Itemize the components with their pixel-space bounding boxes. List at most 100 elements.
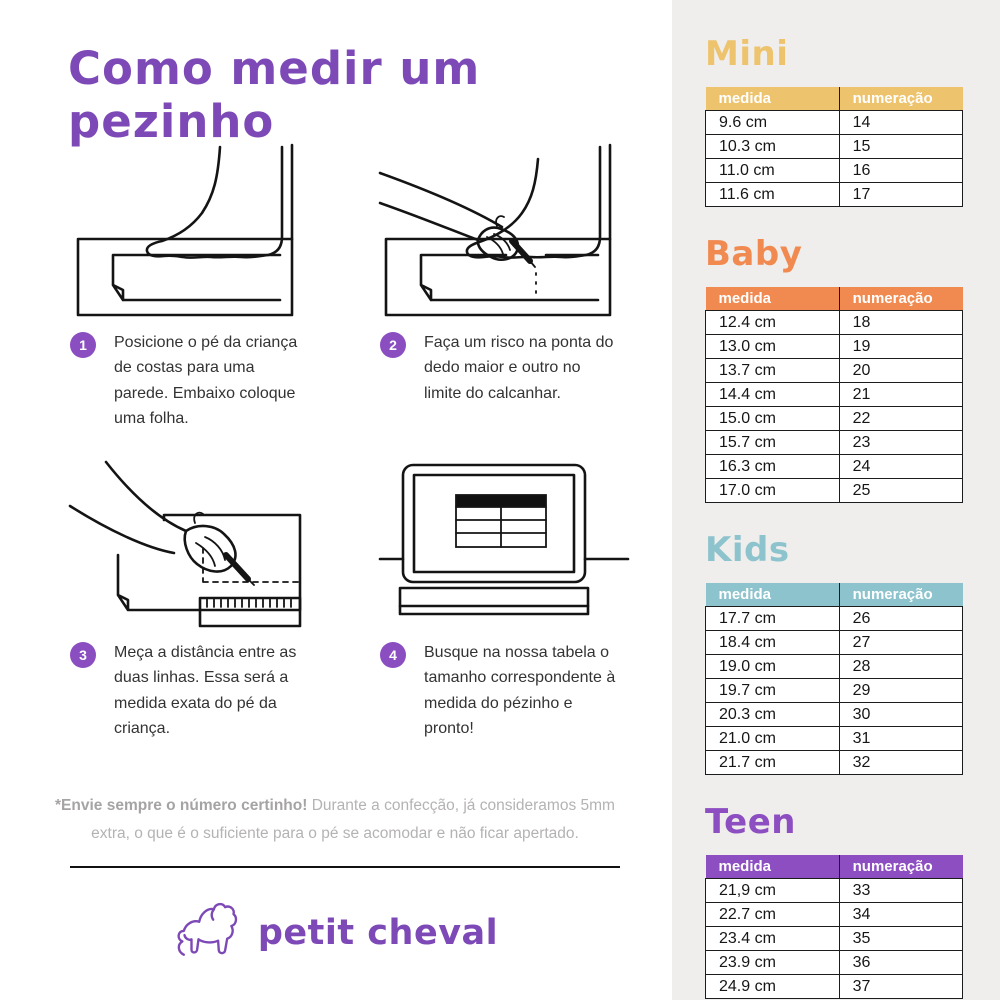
measure-cell: 11.6 cm xyxy=(705,182,840,207)
table-row: 18.4 cm 27 xyxy=(705,630,964,655)
measure-cell: 21.7 cm xyxy=(705,750,840,775)
table-header-row: medida numeração xyxy=(705,855,963,879)
measure-cell: 22.7 cm xyxy=(705,902,840,927)
size-number-cell: 25 xyxy=(838,478,964,503)
size-number-cell: 20 xyxy=(838,358,964,383)
size-table-teen: medida numeração 21,9 cm 33 22.7 cm 34 23.4 … xyxy=(705,855,964,999)
measure-cell: 21,9 cm xyxy=(705,878,840,903)
column-header-numeracao: numeração xyxy=(838,87,963,111)
size-number-cell: 16 xyxy=(838,158,964,183)
table-row: 21,9 cm 33 xyxy=(705,878,964,903)
step-4: 4 Busque na nossa tabela o tamanho corre… xyxy=(380,640,620,741)
divider-line xyxy=(70,866,620,868)
step-2-badge: 2 xyxy=(380,332,406,358)
size-number-cell: 22 xyxy=(838,406,964,431)
horse-icon xyxy=(177,902,238,956)
step-4-badge: 4 xyxy=(380,642,406,668)
table-row: 15.0 cm 22 xyxy=(705,406,964,431)
size-chart-panel: Mini medida numeração 9.6 cm 14 10.3 cm 15 1… xyxy=(672,0,1000,1000)
section-title-mini: Mini xyxy=(705,34,789,74)
column-header-numeracao: numeração xyxy=(838,855,963,879)
step-2: 2 Faça um risco na ponta do dedo maior e… xyxy=(380,330,620,406)
column-header-numeracao: numeração xyxy=(838,583,963,607)
table-row: 23.9 cm 36 xyxy=(705,950,964,975)
table-row: 10.3 cm 15 xyxy=(705,134,964,159)
size-number-cell: 34 xyxy=(838,902,964,927)
measure-cell: 23.9 cm xyxy=(705,950,840,975)
size-number-cell: 21 xyxy=(838,382,964,407)
table-row: 15.7 cm 23 xyxy=(705,430,964,455)
size-section-kids: Kids medida numeração 17.7 cm 26 18.4 cm 27… xyxy=(705,530,1000,775)
size-number-cell: 33 xyxy=(838,878,964,903)
table-row: 19.0 cm 28 xyxy=(705,654,964,679)
measure-cell: 14.4 cm xyxy=(705,382,840,407)
size-number-cell: 37 xyxy=(838,974,964,999)
size-table-kids: medida numeração 17.7 cm 26 18.4 cm 27 19.0 … xyxy=(705,583,964,775)
column-header-medida: medida xyxy=(705,855,840,879)
measure-cell: 11.0 cm xyxy=(705,158,840,183)
section-title-kids: Kids xyxy=(705,530,790,570)
size-number-cell: 24 xyxy=(838,454,964,479)
measure-cell: 21.0 cm xyxy=(705,726,840,751)
measure-cell: 9.6 cm xyxy=(705,110,840,135)
table-header-row: medida numeração xyxy=(705,583,963,607)
size-number-cell: 15 xyxy=(838,134,964,159)
section-title-baby: Baby xyxy=(705,234,803,274)
size-number-cell: 19 xyxy=(838,334,964,359)
footnote-regular: Durante a confecção, já consideramos 5mm… xyxy=(91,797,615,842)
table-row: 21.7 cm 32 xyxy=(705,750,964,775)
size-number-cell: 30 xyxy=(838,702,964,727)
measure-cell: 17.7 cm xyxy=(705,606,840,631)
step2-illustration-hand-marking-toe-icon xyxy=(378,143,673,325)
table-row: 23.4 cm 35 xyxy=(705,926,964,951)
measure-cell: 12.4 cm xyxy=(705,310,840,335)
footnote-bold: *Envie sempre o número certinho! xyxy=(55,797,308,814)
table-header-row: medida numeração xyxy=(705,287,963,311)
measure-cell: 19.0 cm xyxy=(705,654,840,679)
table-row: 11.6 cm 17 xyxy=(705,182,964,207)
step-4-text: Busque na nossa tabela o tamanho corresp… xyxy=(424,644,616,737)
column-header-numeracao: numeração xyxy=(838,287,963,311)
section-title-teen: Teen xyxy=(705,802,797,842)
size-table-mini: medida numeração 9.6 cm 14 10.3 cm 15 11.0 c… xyxy=(705,87,964,207)
step1-illustration-foot-against-wall-icon xyxy=(70,143,365,325)
size-number-cell: 29 xyxy=(838,678,964,703)
table-row: 14.4 cm 21 xyxy=(705,382,964,407)
measure-cell: 13.7 cm xyxy=(705,358,840,383)
brand-logo: petit cheval xyxy=(0,888,672,978)
table-row: 9.6 cm 14 xyxy=(705,110,964,135)
measure-cell: 20.3 cm xyxy=(705,702,840,727)
measure-cell: 17.0 cm xyxy=(705,478,840,503)
size-number-cell: 31 xyxy=(838,726,964,751)
table-row: 11.0 cm 16 xyxy=(705,158,964,183)
measure-cell: 24.9 cm xyxy=(705,974,840,999)
table-header-row: medida numeração xyxy=(705,87,963,111)
size-number-cell: 36 xyxy=(838,950,964,975)
table-row: 24.9 cm 37 xyxy=(705,974,964,999)
page-title: Como medir um pezinho xyxy=(68,42,481,148)
measure-cell: 10.3 cm xyxy=(705,134,840,159)
size-number-cell: 17 xyxy=(838,182,964,207)
step-1-text: Posicione o pé da criança de costas para… xyxy=(114,334,298,427)
step-1-badge: 1 xyxy=(70,332,96,358)
step-3: 3 Meça a distância entre as duas linhas.… xyxy=(70,640,310,741)
footnote: *Envie sempre o número certinho! Durante… xyxy=(35,792,635,848)
table-row: 13.7 cm 20 xyxy=(705,358,964,383)
brand-name: petit cheval xyxy=(257,913,499,953)
size-number-cell: 14 xyxy=(838,110,964,135)
step-1: 1 Posicione o pé da criança de costas pa… xyxy=(70,330,310,431)
table-row: 12.4 cm 18 xyxy=(705,310,964,335)
step-3-badge: 3 xyxy=(70,642,96,668)
size-number-cell: 23 xyxy=(838,430,964,455)
measure-cell: 19.7 cm xyxy=(705,678,840,703)
table-row: 17.0 cm 25 xyxy=(705,478,964,503)
measure-cell: 15.0 cm xyxy=(705,406,840,431)
size-section-teen: Teen medida numeração 21,9 cm 33 22.7 cm 34… xyxy=(705,802,1000,999)
table-row: 20.3 cm 30 xyxy=(705,702,964,727)
table-row: 17.7 cm 26 xyxy=(705,606,964,631)
measure-cell: 15.7 cm xyxy=(705,430,840,455)
size-section-baby: Baby medida numeração 12.4 cm 18 13.0 cm 19… xyxy=(705,234,1000,503)
table-row: 19.7 cm 29 xyxy=(705,678,964,703)
size-number-cell: 32 xyxy=(838,750,964,775)
step-3-text: Meça a distância entre as duas linhas. E… xyxy=(114,644,297,737)
